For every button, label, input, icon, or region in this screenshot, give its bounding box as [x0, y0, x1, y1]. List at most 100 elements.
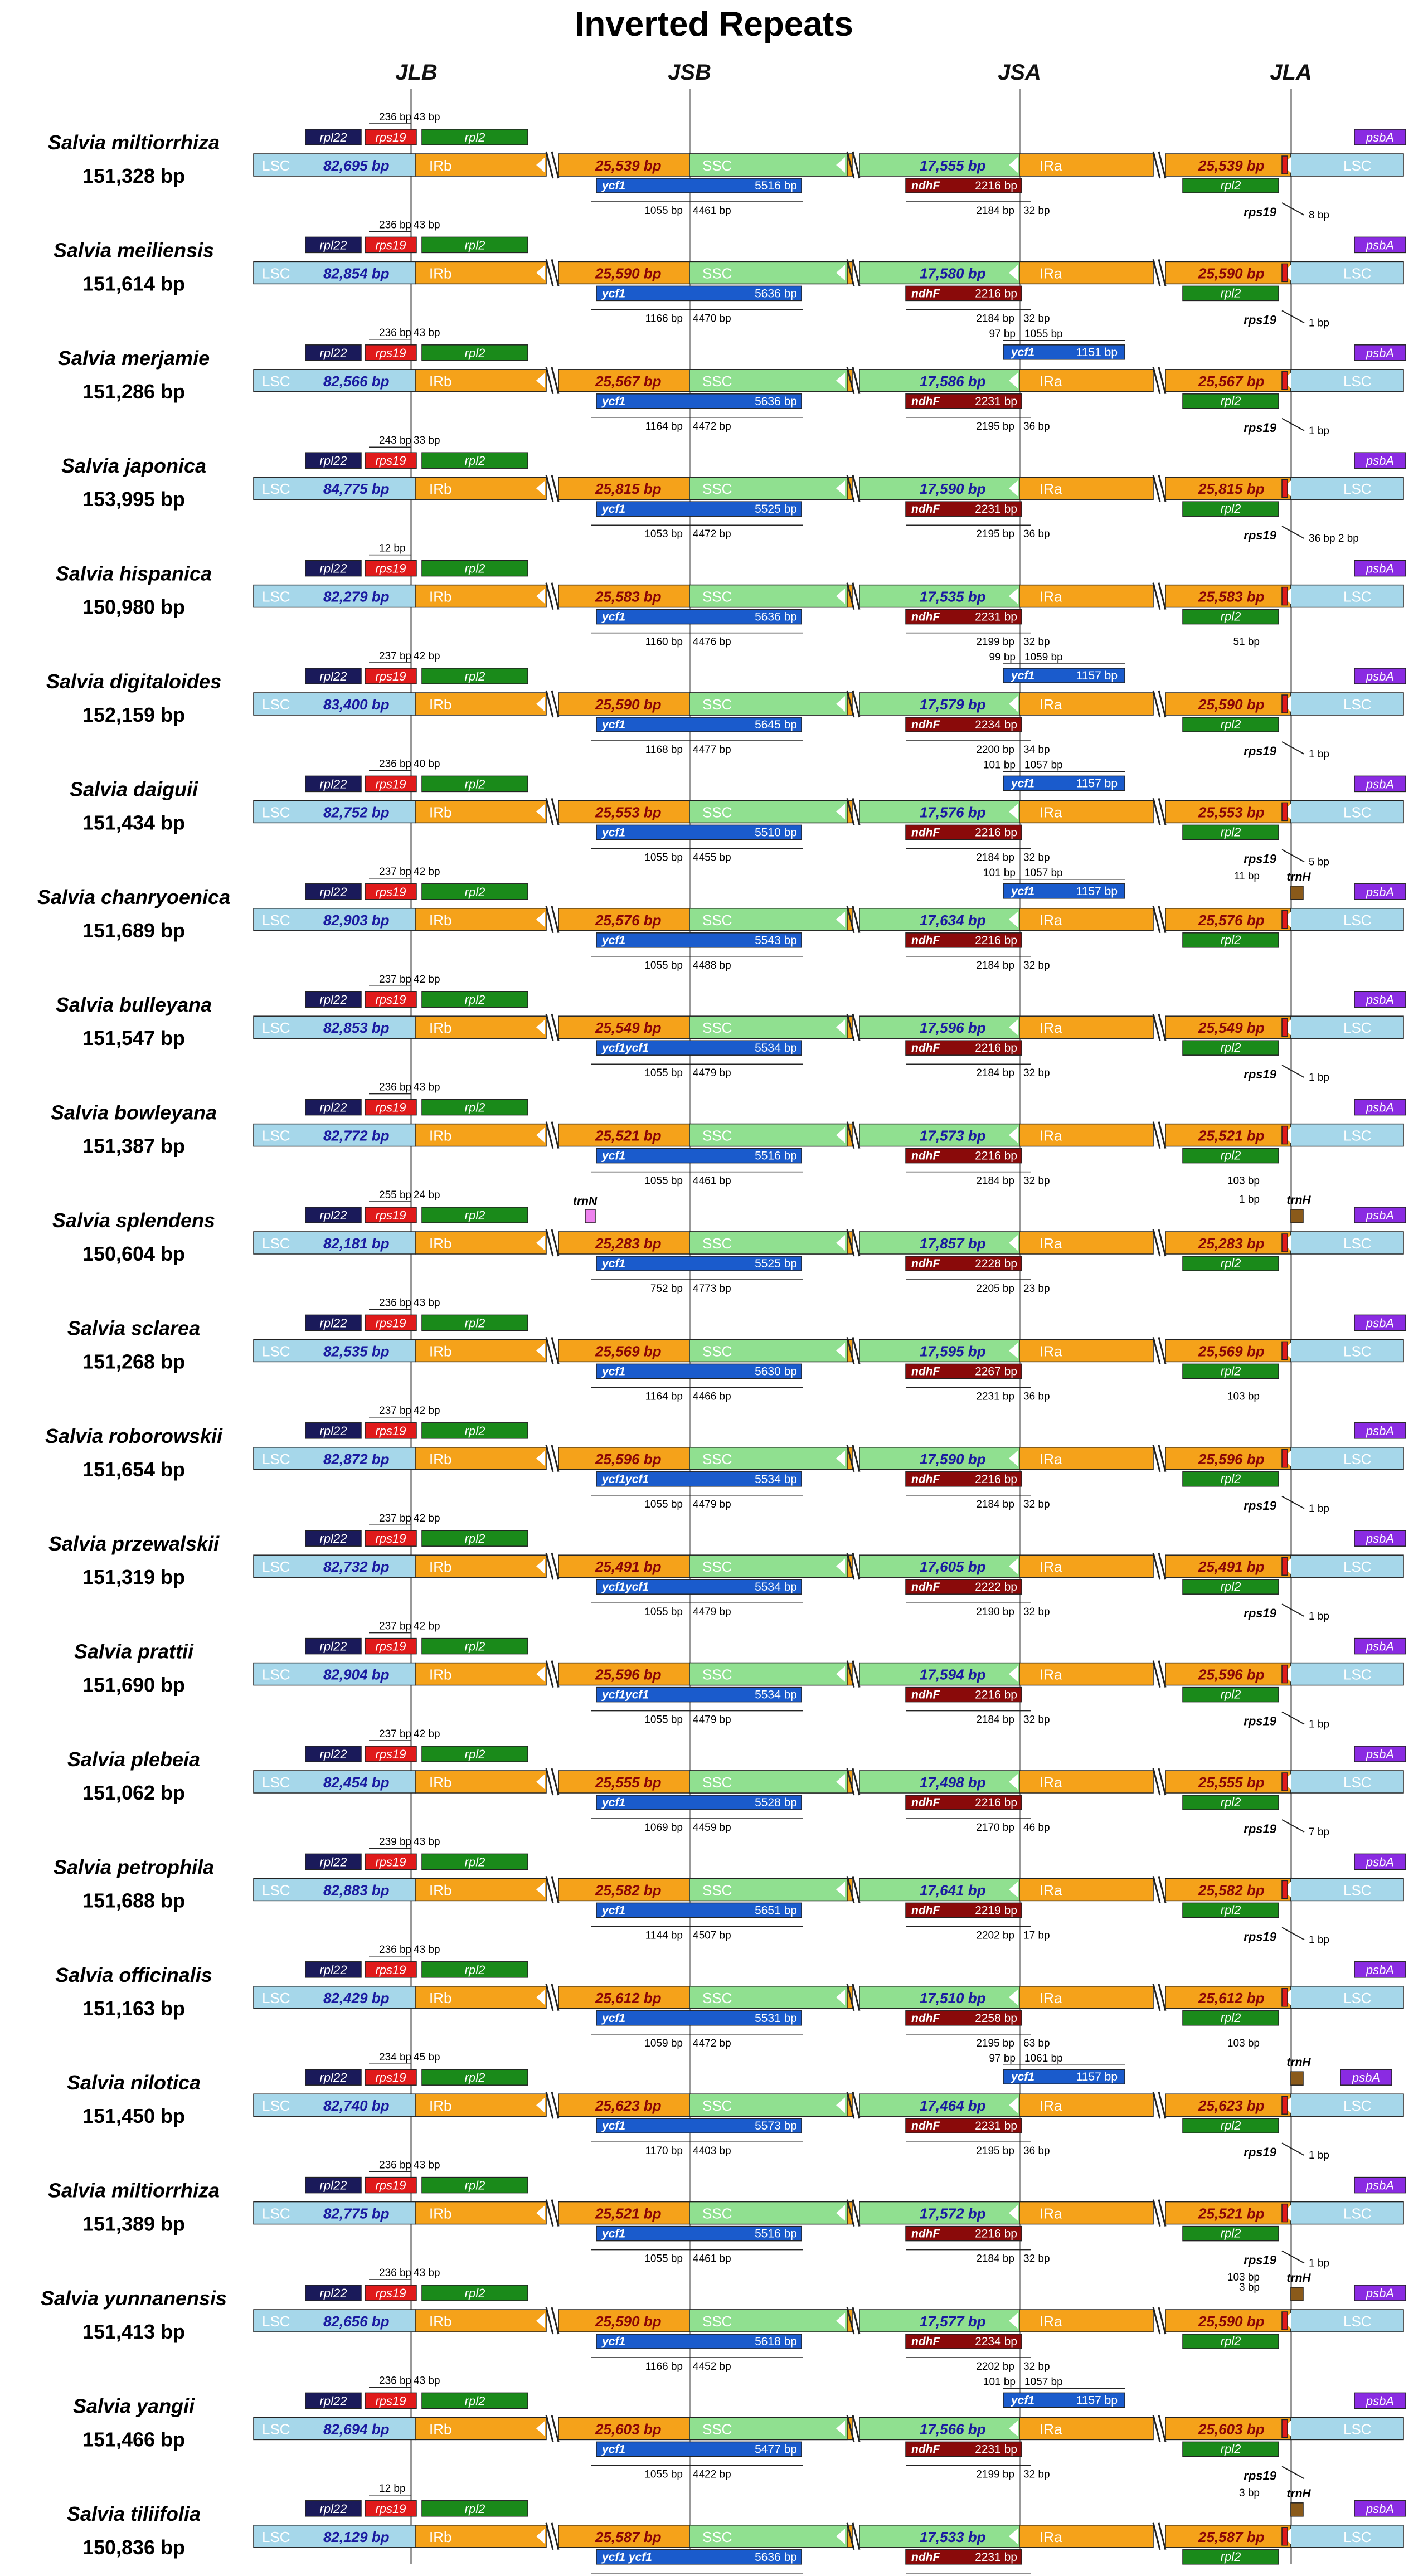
- species-row: Salvia merjamie 151,286 bp LSC 82,566 bp IRb…: [58, 327, 1406, 437]
- ira-segment: [1019, 908, 1154, 931]
- lsc-right-segment: [1290, 2525, 1404, 2548]
- jla-rps19-note: rps19: [1244, 313, 1276, 327]
- break-mark: [1152, 151, 1161, 179]
- break-mark: [1152, 1337, 1161, 1364]
- ndhf-label: ndhF: [911, 395, 940, 408]
- rpl2-label-right: rpl2: [1221, 1579, 1241, 1593]
- rpl22-label: rpl22: [320, 238, 347, 252]
- ycf1-label: ycf1ycf1: [601, 1689, 649, 1702]
- ndhf-length: 2216 bp: [975, 826, 1017, 839]
- ssc-label: SSC: [702, 589, 732, 605]
- lsc-right-segment: [1290, 1015, 1404, 1039]
- species-name: Salvia tiliifolia: [67, 2502, 201, 2525]
- ndhf-label: ndhF: [911, 287, 940, 300]
- jla-rps19-note: rps19: [1244, 1067, 1276, 1081]
- psba-gene: [1354, 1314, 1406, 1331]
- species-name: Salvia miltiorrhiza: [48, 131, 220, 154]
- rpl22-label: rpl22: [320, 1208, 347, 1222]
- lsc-length: 82,656 bp: [323, 2313, 390, 2330]
- rpl2-label-right: rpl2: [1221, 502, 1241, 516]
- break-mark: [852, 906, 861, 934]
- rps19-fragment: [1281, 910, 1288, 929]
- ndhf-label: ndhF: [911, 1689, 940, 1702]
- rpl2-gene-left: [421, 560, 528, 577]
- ssc-segment: [859, 2201, 1020, 2225]
- ycf1-ira-label: ycf1: [1011, 2394, 1034, 2407]
- irb-segment: [415, 1662, 547, 1686]
- rpl2-label-left: rpl2: [465, 130, 485, 144]
- ycf1-bp-right: 4470 bp: [693, 313, 731, 324]
- ycf1-gene: [596, 932, 802, 948]
- break-mark: [551, 582, 560, 610]
- ycf1-label: ycf1: [601, 287, 625, 300]
- lsc-length: 82,772 bp: [323, 1127, 390, 1144]
- ndhf-label: ndhF: [911, 2228, 940, 2240]
- ycf1-length: 5573 bp: [755, 2120, 797, 2132]
- ycf1-label: ycf1: [601, 826, 625, 839]
- rpl2-label-left: rpl2: [465, 1747, 485, 1761]
- rps19-gene: [365, 129, 417, 145]
- ycf1-label: ycf1: [601, 611, 625, 624]
- direction-triangle: [536, 2205, 545, 2221]
- ndhf-bp-right: 32 bp: [1023, 1499, 1050, 1510]
- jla-arrow: [1281, 849, 1305, 863]
- psba-gene: [1354, 452, 1406, 469]
- rpl2-label-left: rpl2: [465, 669, 485, 683]
- species-name: Salvia yunnanensis: [41, 2287, 227, 2310]
- rpl2-gene-left: [421, 236, 528, 254]
- jla-bp: 103 bp: [1227, 2038, 1260, 2049]
- ndhf-gene: [905, 824, 1022, 840]
- ira-continued-segment: [1165, 2417, 1291, 2441]
- genome-size: 151,062 bp: [82, 1781, 185, 1804]
- ndhf-bp-left: 2184 bp: [976, 1067, 1014, 1079]
- lsc-right-segment: [1290, 692, 1404, 716]
- rpl2-gene-right: [1182, 285, 1279, 302]
- break-mark: [551, 1768, 560, 1796]
- ycf1-gene: [596, 2334, 802, 2349]
- jlb-bp-right: 43 bp: [414, 1836, 440, 1848]
- rps19-gene: [365, 1746, 417, 1762]
- ssc-length: 17,586 bp: [920, 373, 986, 390]
- lsc-length: 82,853 bp: [323, 1019, 390, 1036]
- rps19-fragment: [1281, 1988, 1288, 2007]
- break-mark: [852, 2199, 861, 2227]
- break-mark: [551, 1445, 560, 1472]
- rps19-fragment: [1281, 802, 1288, 822]
- ssc-left-segment: [689, 477, 848, 500]
- species-row: Salvia chanryoenica 151,689 bp LSC 82,903 b…: [37, 866, 1406, 971]
- ycf1-bp-left: 1144 bp: [645, 1929, 683, 1941]
- break-mark: [852, 582, 861, 610]
- ycf1-bp-right: 4472 bp: [693, 528, 731, 540]
- ycf1-ira-bp-right: 1057 bp: [1024, 867, 1063, 879]
- rps19-label: rps19: [375, 1532, 406, 1545]
- irb-length: 25,583 bp: [595, 589, 662, 605]
- ssc-segment: [859, 1554, 1020, 1578]
- ira-length: 25,569 bp: [1198, 1343, 1265, 1359]
- ycf1-bp-left: 1055 bp: [644, 2253, 683, 2265]
- break-mark: [1158, 1876, 1167, 1903]
- jla-bp: 103 bp: [1227, 1175, 1260, 1187]
- lsc-length: 82,740 bp: [323, 2097, 390, 2114]
- species-row: Salvia plebeia 151,062 bp LSC 82,454 bp IRb 2…: [67, 1728, 1406, 1838]
- break-mark: [852, 1552, 861, 1580]
- species-name: Salvia petrophila: [54, 1855, 214, 1878]
- direction-triangle: [1009, 2313, 1018, 2329]
- ssc-segment: [859, 800, 1020, 824]
- ndhf-label: ndhF: [911, 611, 940, 624]
- irb-label: IRb: [429, 157, 451, 174]
- rps19-gene: [365, 1422, 417, 1439]
- ira-length: 25,596 bp: [1198, 1451, 1265, 1467]
- jlb-bp-left: 243 bp: [379, 435, 411, 446]
- genome-size: 151,466 bp: [82, 2428, 185, 2451]
- ndhf-length: 2228 bp: [975, 1257, 1017, 1270]
- ycf1-gene: [596, 2010, 802, 2026]
- rpl2-gene-left: [421, 2176, 528, 2194]
- ndhf-bp-left: 2205 bp: [976, 1283, 1014, 1295]
- ssc-left-segment: [689, 1231, 848, 1255]
- psba-label: psbA: [1366, 993, 1394, 1007]
- ira-continued-segment: [1165, 1554, 1291, 1578]
- direction-triangle: [836, 265, 845, 281]
- ndhf-label: ndhF: [911, 826, 940, 839]
- ndhf-length: 2234 bp: [975, 718, 1017, 731]
- rpl22-gene: [305, 1746, 362, 1762]
